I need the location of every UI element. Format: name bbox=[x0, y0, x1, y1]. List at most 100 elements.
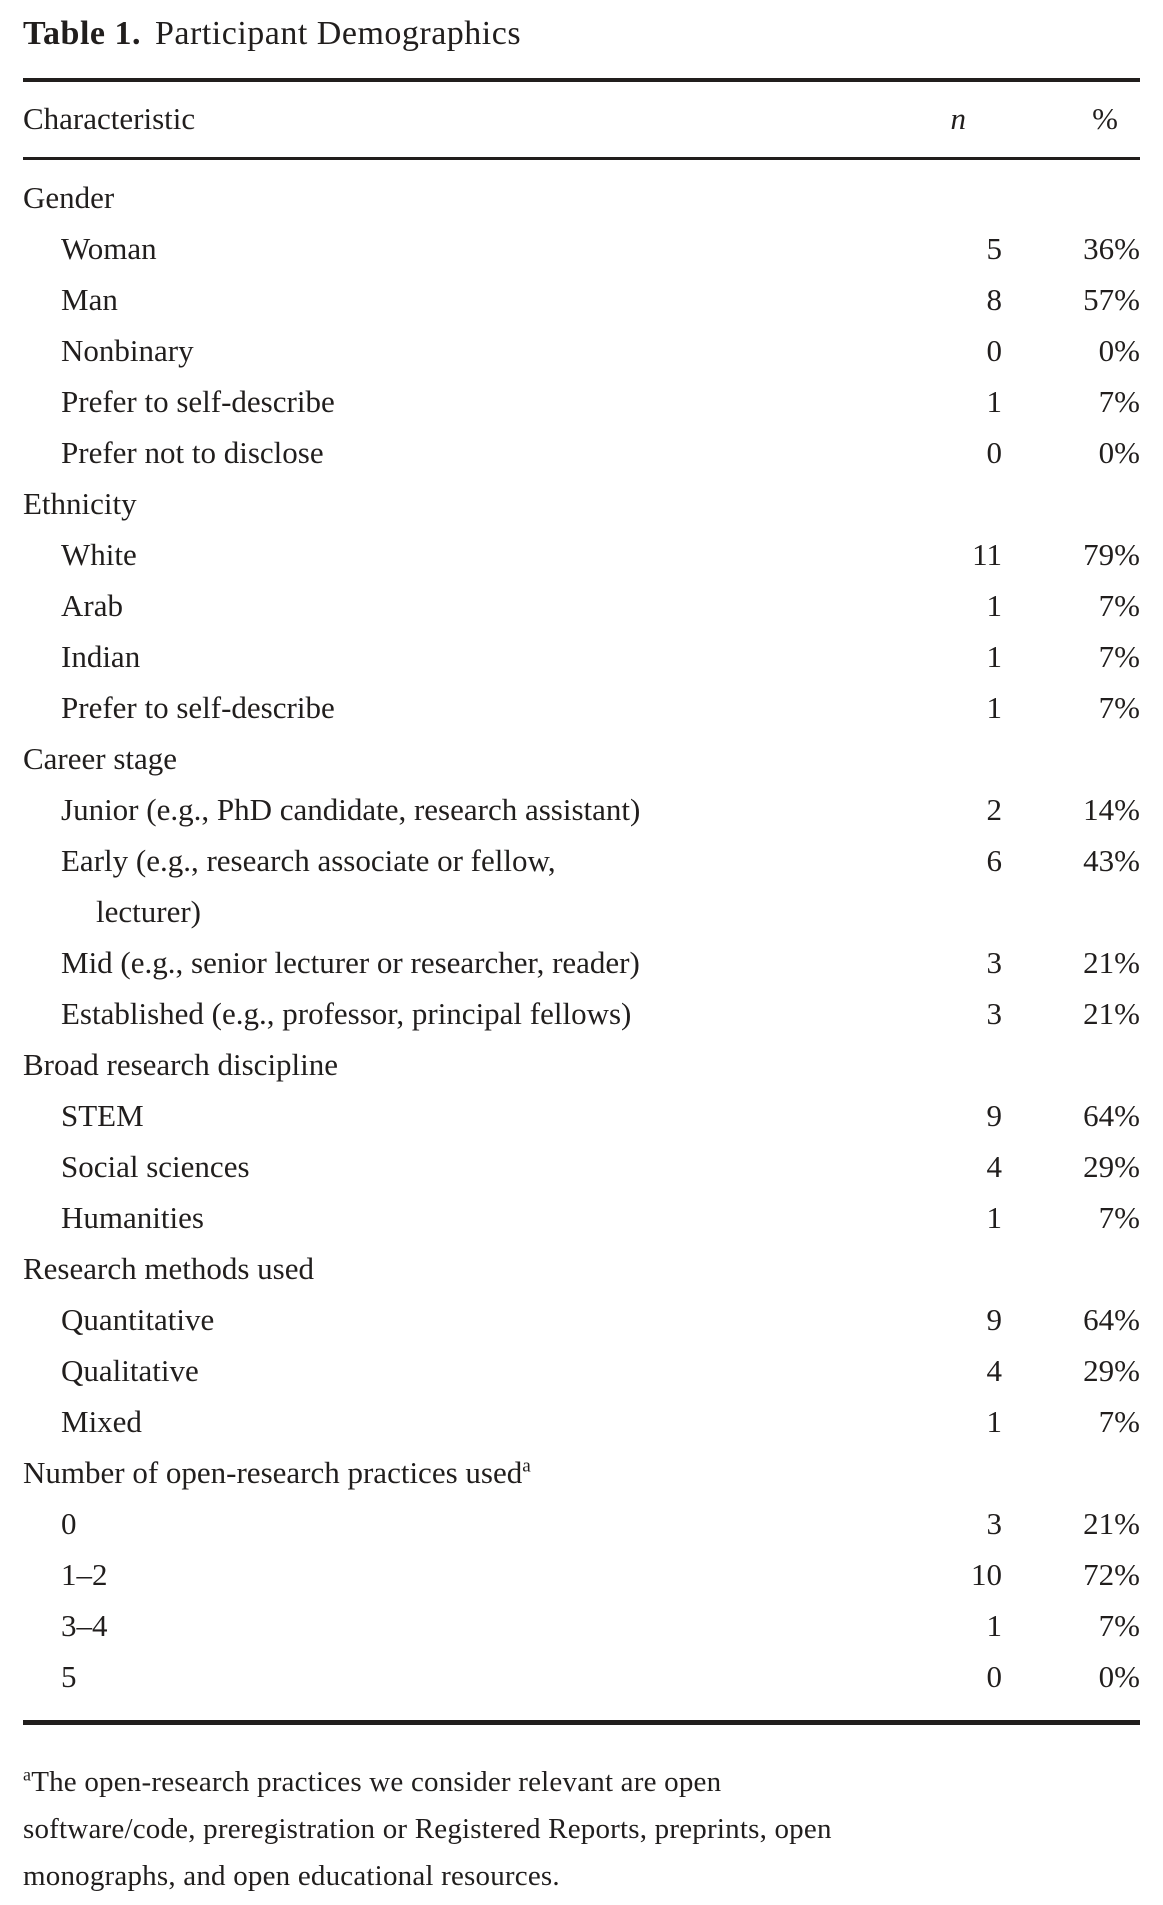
section-header-row: Career stage bbox=[23, 733, 1140, 784]
section-header-label: Number of open-research practices useda bbox=[23, 1455, 531, 1490]
row-label: 3–4 bbox=[61, 1608, 108, 1643]
cell-pct: 7% bbox=[1098, 1608, 1140, 1643]
table-row: Prefer to self-describe 1 7% bbox=[23, 682, 1140, 733]
table-row: White 11 79% bbox=[23, 529, 1140, 580]
row-label: Mid (e.g., senior lecturer or researcher… bbox=[61, 945, 640, 980]
cell-n: 4 bbox=[986, 1149, 1003, 1184]
table-row: Mixed 1 7% bbox=[23, 1396, 1140, 1447]
row-label: Prefer not to disclose bbox=[61, 435, 324, 470]
cell-n: 9 bbox=[986, 1302, 1003, 1337]
cell-pct: 7% bbox=[1098, 588, 1140, 623]
cell-pct: 0% bbox=[1098, 435, 1140, 470]
row-label: Arab bbox=[61, 588, 123, 623]
cell-n: 0 bbox=[986, 333, 1003, 368]
footnote-marker: a bbox=[23, 1764, 32, 1785]
cell-pct: 7% bbox=[1098, 639, 1140, 674]
row-label: Humanities bbox=[61, 1200, 204, 1235]
table-row: Woman 5 36% bbox=[23, 223, 1140, 274]
column-header-characteristic: Characteristic bbox=[23, 101, 196, 136]
table-row: Junior (e.g., PhD candidate, research as… bbox=[23, 784, 1140, 835]
cell-n: 1 bbox=[986, 588, 1003, 623]
cell-pct: 21% bbox=[1083, 1506, 1140, 1541]
table-title: Table 1. Participant Demographics bbox=[23, 12, 1140, 78]
row-label: Man bbox=[61, 282, 118, 317]
table-row: Indian 1 7% bbox=[23, 631, 1140, 682]
cell-pct: 0% bbox=[1098, 1659, 1140, 1694]
cell-n: 0 bbox=[986, 435, 1003, 470]
cell-n: 8 bbox=[986, 282, 1003, 317]
row-label: 0 bbox=[61, 1506, 77, 1541]
row-label: Early (e.g., research associate or fello… bbox=[61, 843, 556, 929]
section-header-row: Ethnicity bbox=[23, 478, 1140, 529]
cell-n: 1 bbox=[986, 639, 1003, 674]
cell-n: 1 bbox=[986, 690, 1003, 725]
footnote-marker: a bbox=[522, 1455, 531, 1477]
row-label: Prefer to self-describe bbox=[61, 690, 335, 725]
row-label: Qualitative bbox=[61, 1353, 199, 1388]
cell-n: 3 bbox=[986, 1506, 1003, 1541]
section-header-label: Career stage bbox=[23, 741, 178, 776]
table-row: STEM 9 64% bbox=[23, 1090, 1140, 1141]
row-label: Nonbinary bbox=[61, 333, 194, 368]
cell-n: 5 bbox=[986, 231, 1003, 266]
cell-n: 10 bbox=[971, 1557, 1002, 1592]
cell-n: 11 bbox=[972, 537, 1002, 572]
cell-pct: 7% bbox=[1098, 384, 1140, 419]
cell-pct: 36% bbox=[1083, 231, 1140, 266]
table-number-label: Table 1. bbox=[23, 15, 142, 52]
cell-pct: 7% bbox=[1098, 1200, 1140, 1235]
cell-n: 3 bbox=[986, 945, 1003, 980]
table-title-text: Participant Demographics bbox=[155, 15, 522, 52]
section-header-row: Broad research discipline bbox=[23, 1039, 1140, 1090]
cell-n: 6 bbox=[986, 843, 1003, 878]
table-row: 5 0 0% bbox=[23, 1651, 1140, 1702]
table-body: Gender Woman 5 36% Man 8 57% Nonbinary 0 0% Prefer… bbox=[23, 160, 1140, 1720]
table-row: Social sciences 4 29% bbox=[23, 1141, 1140, 1192]
bottom-rule bbox=[23, 1720, 1140, 1725]
cell-n: 1 bbox=[986, 1608, 1003, 1643]
section-header-label: Broad research discipline bbox=[23, 1047, 339, 1082]
row-label: Junior (e.g., PhD candidate, research as… bbox=[61, 792, 641, 827]
cell-pct: 7% bbox=[1098, 1404, 1140, 1439]
table-row: Nonbinary 0 0% bbox=[23, 325, 1140, 376]
table-row: Qualitative 4 29% bbox=[23, 1345, 1140, 1396]
table-row: Humanities 1 7% bbox=[23, 1192, 1140, 1243]
cell-pct: 57% bbox=[1083, 282, 1140, 317]
row-label: 5 bbox=[61, 1659, 77, 1694]
row-label: Established (e.g., professor, principal … bbox=[61, 996, 632, 1031]
row-label: STEM bbox=[61, 1098, 144, 1133]
section-header-label: Gender bbox=[23, 180, 115, 215]
cell-pct: 79% bbox=[1083, 537, 1140, 572]
table-row: Arab 1 7% bbox=[23, 580, 1140, 631]
table-row: 0 3 21% bbox=[23, 1498, 1140, 1549]
table-row: Established (e.g., professor, principal … bbox=[23, 988, 1140, 1039]
cell-pct: 14% bbox=[1083, 792, 1140, 827]
footnote-text: aThe open-research practices we consider… bbox=[23, 1764, 832, 1892]
table-row: 1–2 10 72% bbox=[23, 1549, 1140, 1600]
table-row: Man 8 57% bbox=[23, 274, 1140, 325]
cell-n: 1 bbox=[986, 384, 1003, 419]
table-row: Prefer not to disclose 0 0% bbox=[23, 427, 1140, 478]
section-header-row: Gender bbox=[23, 172, 1140, 223]
cell-n: 0 bbox=[986, 1659, 1003, 1694]
section-header-row: Number of open-research practices useda bbox=[23, 1447, 1140, 1498]
row-label: Quantitative bbox=[61, 1302, 215, 1337]
column-header-n: n bbox=[950, 101, 967, 136]
section-header-label: Research methods used bbox=[23, 1251, 314, 1286]
cell-pct: 7% bbox=[1098, 690, 1140, 725]
row-label: Woman bbox=[61, 231, 157, 266]
header-rule bbox=[23, 157, 1140, 160]
cell-n: 1 bbox=[986, 1200, 1003, 1235]
row-label: Social sciences bbox=[61, 1149, 250, 1184]
cell-n: 4 bbox=[986, 1353, 1003, 1388]
column-header-percent: % bbox=[1092, 101, 1118, 136]
section-header-row: Research methods used bbox=[23, 1243, 1140, 1294]
cell-pct: 43% bbox=[1083, 843, 1140, 878]
table-row: Mid (e.g., senior lecturer or researcher… bbox=[23, 937, 1140, 988]
cell-pct: 64% bbox=[1083, 1302, 1140, 1337]
cell-n: 1 bbox=[986, 1404, 1003, 1439]
row-label: White bbox=[61, 537, 137, 572]
table-header-row: Characteristic n % bbox=[23, 82, 1140, 157]
cell-pct: 29% bbox=[1083, 1353, 1140, 1388]
cell-n: 9 bbox=[986, 1098, 1003, 1133]
